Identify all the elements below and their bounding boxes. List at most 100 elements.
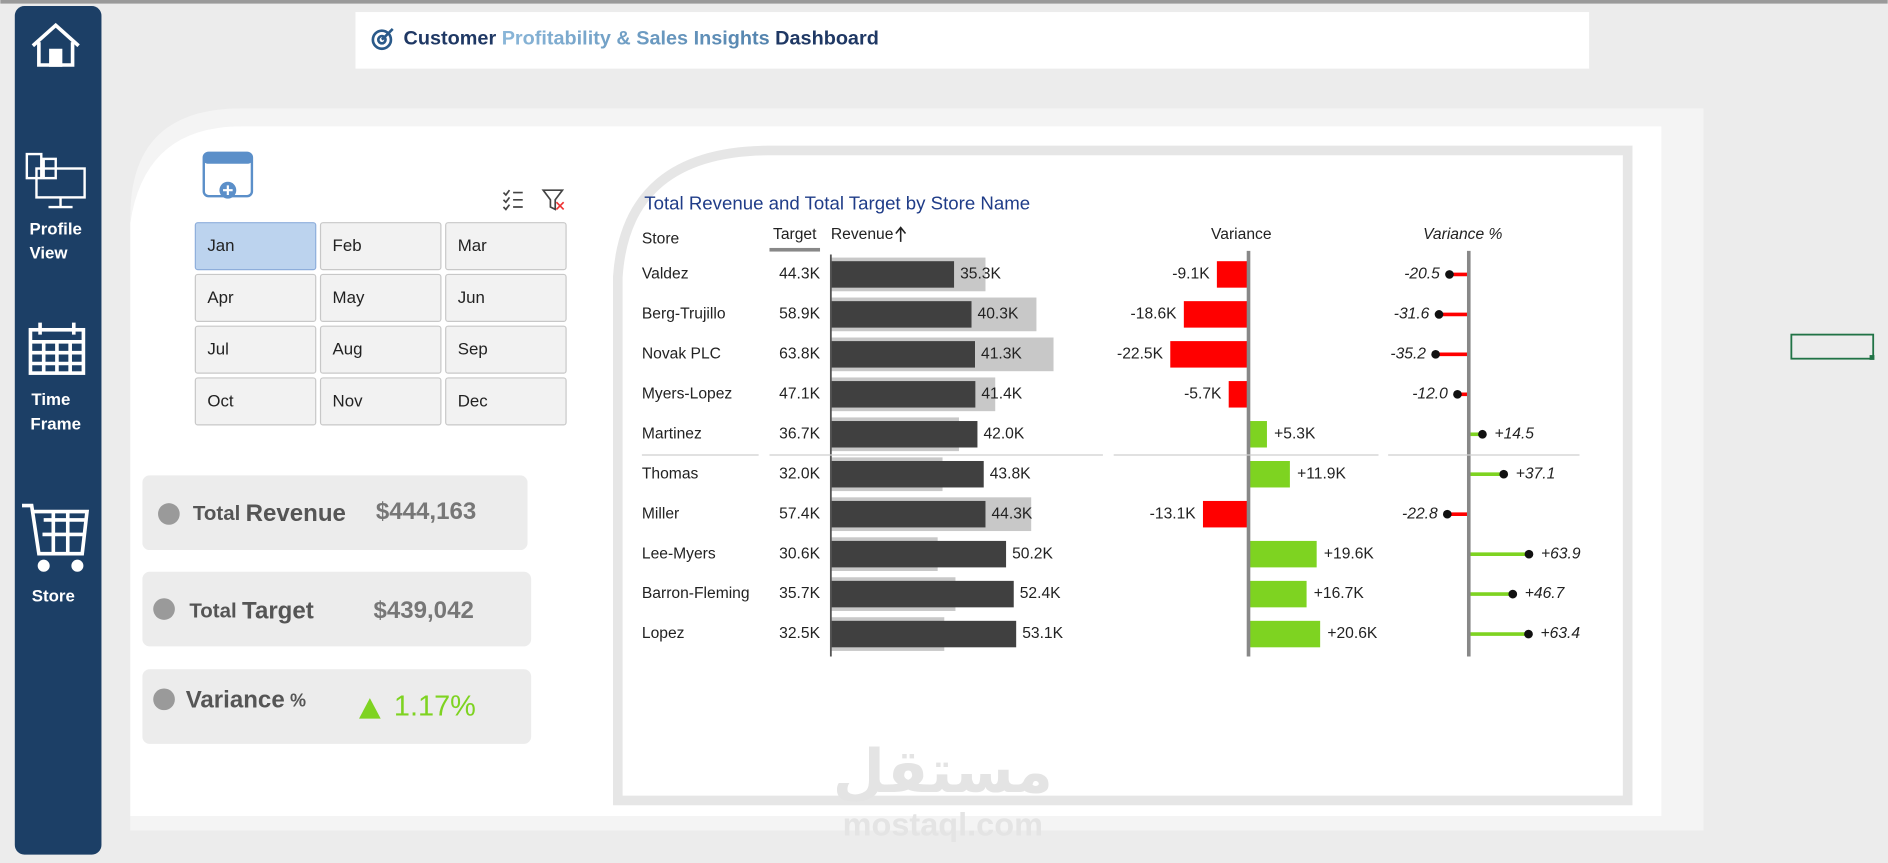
kpi-value: $444,163 (376, 498, 476, 525)
nav-label[interactable]: Profile (30, 219, 82, 238)
nav-label[interactable]: Time (31, 390, 70, 409)
month-button-background[interactable] (194, 377, 317, 426)
variance-pct-label: +63.4 (1541, 625, 1581, 642)
month-button[interactable]: Apr (194, 273, 317, 322)
column-header: Target (773, 226, 817, 243)
chart-rows: Valdez 44.3K 35.3K -9.1K -20.5 Berg-Trujillo 5… (642, 250, 1581, 657)
kpi-prefix: Total (193, 503, 240, 526)
variance-pct-label: -31.6 (1394, 306, 1430, 323)
calendar-icon (202, 151, 254, 199)
revenue-bar (830, 540, 1007, 568)
month-button-background[interactable] (445, 273, 567, 322)
month-label[interactable]: Jan (207, 236, 234, 255)
month-button[interactable]: Oct (194, 377, 317, 426)
month-button[interactable]: Jan (194, 222, 317, 271)
revenue-label: 35.3K (960, 266, 1001, 283)
variance-pct-dot (1478, 429, 1487, 439)
variance-pct-label: +37.1 (1516, 465, 1556, 482)
title-part: Profitability & Sales Insights (502, 28, 770, 50)
kpi-background (142, 571, 532, 647)
sort-underline (769, 247, 821, 252)
month-label[interactable]: May (333, 288, 365, 307)
variance-pct-label: -12.0 (1412, 385, 1448, 402)
month-label[interactable]: Feb (333, 236, 362, 255)
sort-arrow[interactable] (895, 226, 907, 242)
month-button-background[interactable] (445, 222, 567, 271)
month-button-background[interactable] (194, 222, 317, 271)
nav-time-frame[interactable]: Time Frame (28, 322, 86, 434)
revenue-label: 40.3K (978, 306, 1019, 323)
nav-label[interactable]: Frame (30, 414, 81, 433)
clear-filter-button[interactable] (541, 189, 565, 211)
month-button[interactable]: Jul (194, 325, 317, 374)
fill-handle[interactable] (1869, 355, 1875, 360)
revenue-bar (830, 301, 972, 328)
month-label[interactable]: Dec (458, 391, 488, 410)
month-label[interactable]: Mar (458, 236, 487, 255)
month-label[interactable]: Sep (458, 340, 488, 359)
month-button-background[interactable] (445, 325, 567, 374)
month-label[interactable]: Aug (333, 340, 363, 359)
month-slicer: Jan Feb Mar Apr May Jun Jul Aug Sep Oct Nov Dec (194, 222, 567, 426)
month-button[interactable]: Aug (319, 325, 442, 374)
month-button-background[interactable] (194, 273, 317, 322)
column-header: Variance % (1423, 226, 1502, 243)
month-button[interactable]: May (319, 273, 442, 322)
kpi-label: Total Target (189, 598, 313, 625)
variance-label: -13.1K (1150, 505, 1197, 522)
kpi-bullet (153, 598, 175, 620)
month-button[interactable]: Nov (319, 377, 442, 426)
title-part: Customer (404, 28, 497, 50)
month-button-background[interactable] (319, 273, 442, 322)
nav-store[interactable]: Store (22, 503, 90, 606)
home-button[interactable] (31, 22, 80, 67)
month-button[interactable]: Jun (445, 273, 567, 322)
kpi-background (142, 669, 532, 744)
column-header: Variance (1211, 226, 1272, 243)
header-bar (355, 12, 1590, 69)
month-button-background[interactable] (445, 377, 567, 426)
month-button[interactable]: Dec (445, 377, 567, 426)
month-label[interactable]: Jul (207, 340, 229, 359)
multi-select-button[interactable] (502, 189, 523, 211)
target-label: 58.9K (779, 306, 820, 323)
month-button[interactable]: Mar (445, 222, 567, 271)
variance-label: +5.3K (1274, 425, 1316, 442)
variance-pct-dot (1508, 589, 1518, 599)
month-label[interactable]: Nov (333, 391, 364, 410)
nav-profile-view[interactable]: Profile View (25, 152, 86, 262)
variance-label: +20.6K (1327, 625, 1378, 642)
store-name: Myers-Lopez (642, 385, 732, 402)
variance-pct-dot (1431, 350, 1440, 359)
variance-bar (1216, 261, 1249, 288)
month-button-background[interactable] (319, 325, 442, 374)
kpi-card: Total Target $439,042 (142, 571, 532, 647)
title-part: Dashboard (775, 28, 879, 50)
variance-bar (1248, 620, 1321, 648)
month-label[interactable]: Jun (458, 288, 485, 307)
month-button-background[interactable] (194, 325, 317, 374)
nav-label[interactable]: Store (32, 586, 75, 605)
month-label[interactable]: Oct (207, 391, 234, 410)
store-name: Lopez (642, 625, 685, 642)
month-button[interactable]: Sep (445, 325, 567, 374)
month-label[interactable]: Apr (207, 288, 234, 307)
revenue-bar (830, 341, 976, 368)
target-label: 57.4K (779, 505, 820, 522)
nav-label[interactable]: View (29, 243, 68, 262)
target-label: 30.6K (779, 545, 820, 562)
top-border (0, 0, 1888, 4)
selected-cell[interactable] (1790, 333, 1875, 360)
variance-bar (1248, 421, 1267, 448)
variance-bar (1183, 301, 1249, 328)
column-header: Revenue (831, 226, 894, 243)
month-button-background[interactable] (319, 222, 442, 271)
kpi-bullet (153, 688, 175, 711)
dashboard-title: Customer Profitability & Sales Insights … (404, 28, 879, 50)
revenue-bar (830, 500, 986, 528)
revenue-bar (830, 460, 984, 488)
variance-bar (1248, 580, 1307, 608)
month-button[interactable]: Feb (319, 222, 442, 271)
month-button-background[interactable] (319, 377, 442, 426)
